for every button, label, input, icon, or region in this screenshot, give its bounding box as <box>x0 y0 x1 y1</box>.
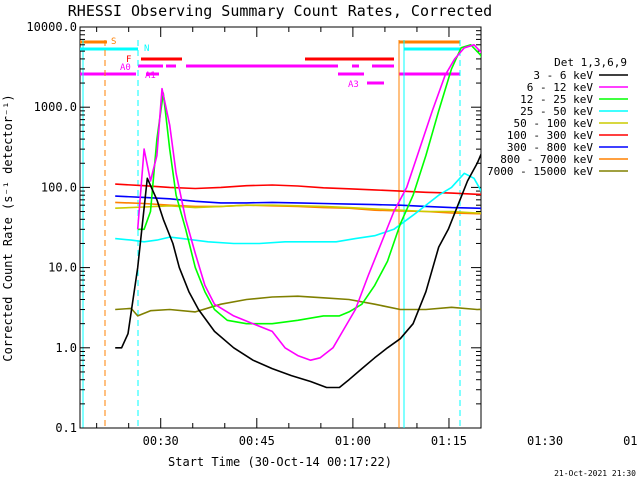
x-tick-label: 01:30 <box>527 434 563 448</box>
chart-title: RHESSI Observing Summary Count Rates, Co… <box>68 2 492 20</box>
footer-timestamp: 21-Oct-2021 21:30 <box>554 469 636 478</box>
series-line-0 <box>115 152 481 389</box>
legend-label: 12 - 25 keV <box>520 93 593 106</box>
legend-label: 100 - 300 keV <box>507 129 593 142</box>
x-tick-label: 00:30 <box>143 434 179 448</box>
y-axis-ticks: 0.1 1.0 10.0 100.0 1000.0 10000.0 <box>26 20 481 435</box>
flag-label-a3: A3 <box>348 80 359 90</box>
legend-label: 800 - 7000 keV <box>500 153 593 166</box>
series-line-6 <box>115 195 481 210</box>
y-tick-label: 10.0 <box>48 261 77 275</box>
plot-frame <box>79 26 482 429</box>
x-axis-label: Start Time (30-Oct-14 00:17:22) <box>168 455 392 469</box>
legend-label: 25 - 50 keV <box>520 105 593 118</box>
series-line-1 <box>136 44 481 361</box>
flag-label-n: N <box>144 44 149 54</box>
legend-label: 300 - 800 keV <box>507 141 593 154</box>
x-tick-label: 00:45 <box>239 434 275 448</box>
series-line-2 <box>137 44 481 325</box>
y-axis-label: Corrected Count Rate (s⁻¹ detector⁻¹) <box>1 94 15 361</box>
flag-label-f: F <box>126 55 131 65</box>
x-axis-ticks: 00:30 00:45 01:00 01:15 01:30 01:45 <box>96 27 640 448</box>
legend-label: 7000 - 15000 keV <box>487 165 593 178</box>
legend-label: 3 - 6 keV <box>533 69 593 82</box>
flag-label-s: S <box>111 37 116 47</box>
flag-label-a0: A0 <box>120 63 131 73</box>
data-series <box>115 44 481 389</box>
flag-bars <box>80 40 460 85</box>
y-tick-label: 100.0 <box>41 180 77 194</box>
flag-label-a1: A1 <box>145 71 156 81</box>
legend-label: 6 - 12 keV <box>527 81 594 94</box>
y-tick-label: 1000.0 <box>34 100 77 114</box>
y-tick-label: 10000.0 <box>26 20 77 34</box>
legend-title: Det 1,3,6,9 <box>554 56 627 69</box>
x-tick-label: 01:45 <box>623 434 640 448</box>
flag-labels: S N F A0 A1 A3 <box>111 37 359 90</box>
legend-label: 50 - 100 keV <box>514 117 594 130</box>
series-line-8 <box>115 295 481 317</box>
y-tick-label: 0.1 <box>55 421 77 435</box>
y-tick-label: 1.0 <box>55 341 77 355</box>
x-tick-label: 01:15 <box>431 434 467 448</box>
x-tick-label: 01:00 <box>335 434 371 448</box>
series-line-5 <box>115 183 481 196</box>
vertical-markers <box>82 40 461 428</box>
series-line-3 <box>115 172 481 245</box>
